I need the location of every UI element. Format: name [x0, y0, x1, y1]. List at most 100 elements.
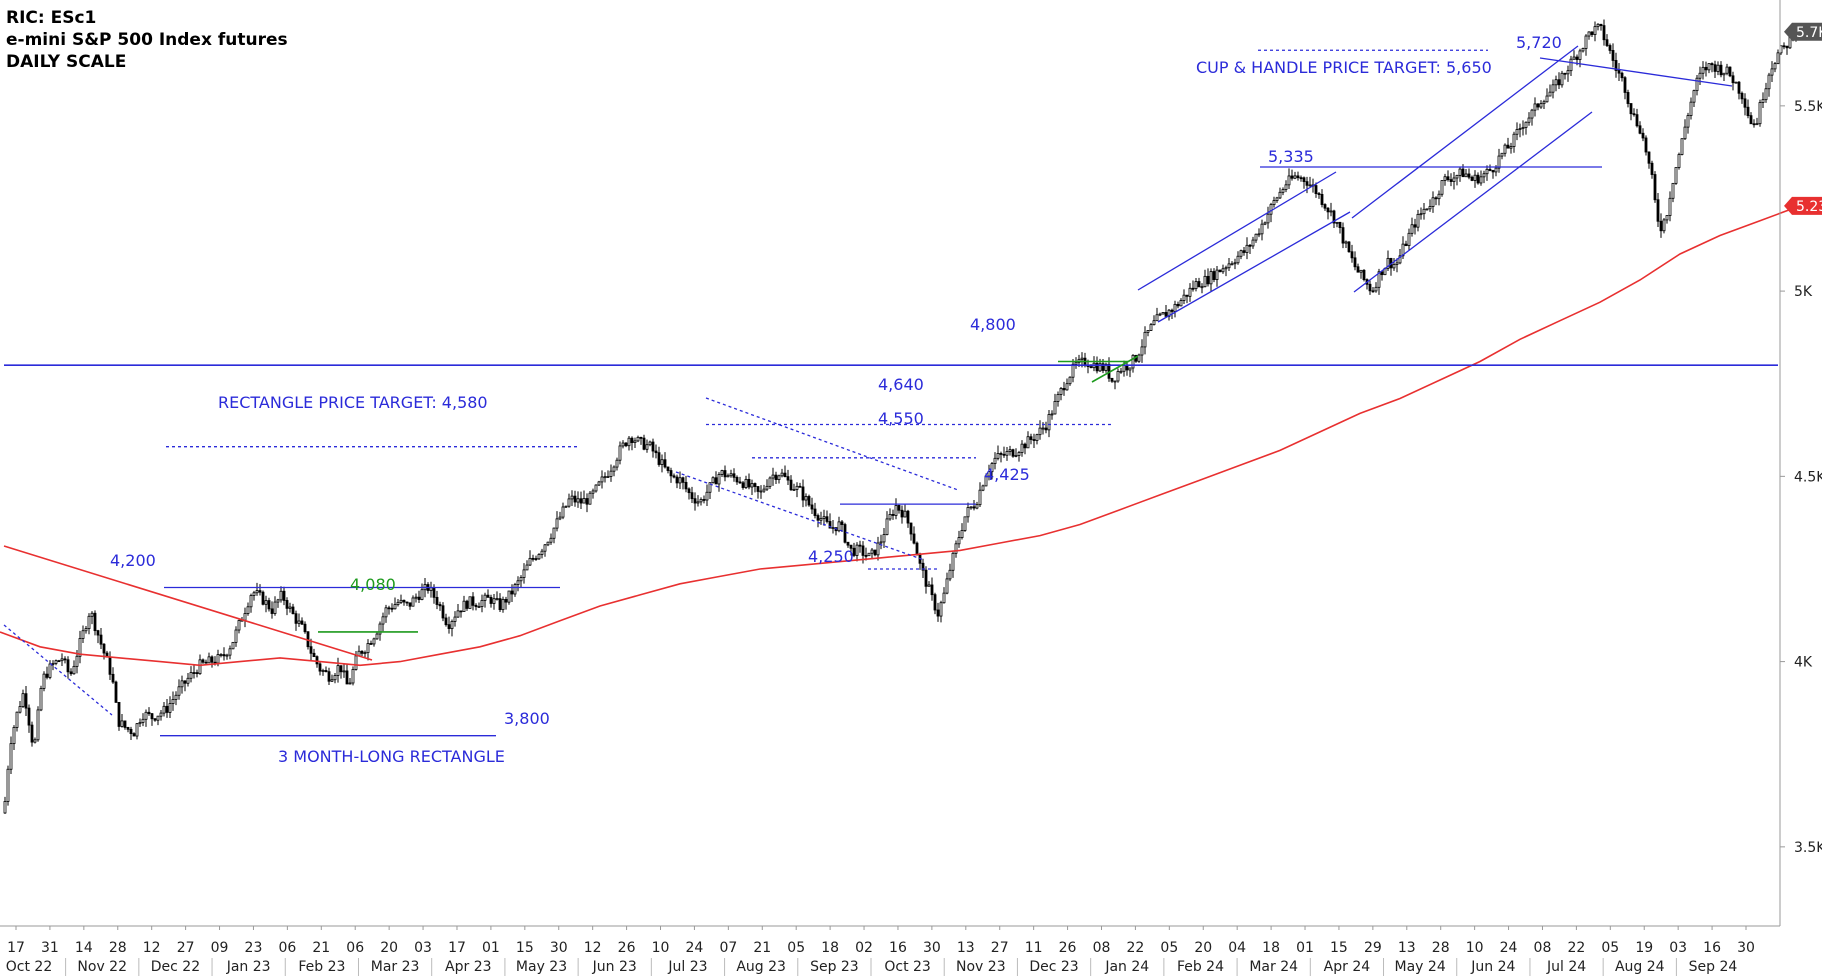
price-candle [1242, 246, 1246, 256]
candle-body [819, 518, 823, 521]
channel-2-bottom [1353, 111, 1593, 293]
candle-body [597, 481, 601, 486]
price-candle [537, 553, 541, 561]
price-candle [528, 550, 532, 566]
candle-body [1626, 92, 1630, 104]
price-candle [207, 652, 211, 664]
price-candle [1149, 323, 1153, 332]
candle-body [1098, 363, 1102, 372]
candle-body [1635, 114, 1639, 127]
price-candle [795, 482, 799, 498]
candle-body [546, 541, 550, 546]
candle-body [1137, 354, 1141, 362]
price-candle [843, 522, 847, 544]
candle-body [234, 629, 238, 643]
price-candle [1314, 182, 1318, 198]
candle-body [789, 479, 793, 491]
candle-body [732, 473, 736, 478]
candle-body [1260, 223, 1264, 235]
price-candle [882, 527, 886, 548]
price-candle [1131, 354, 1135, 373]
candle-body [1722, 72, 1726, 76]
price-candle [723, 465, 727, 482]
candle-body [1047, 414, 1051, 431]
price-candle [588, 491, 592, 505]
candle-body [102, 643, 106, 654]
channel-1-bottom [1157, 211, 1351, 323]
price-candle [903, 504, 907, 518]
candle-body [609, 470, 613, 477]
price-candle [399, 594, 403, 605]
candle-body [12, 727, 16, 745]
price-candle [1251, 236, 1255, 249]
candle-body [729, 473, 733, 477]
price-candle [648, 440, 652, 447]
candle-body [1485, 168, 1489, 175]
candle-body [1554, 79, 1558, 86]
price-candle [1485, 165, 1489, 181]
price-candle [933, 592, 937, 615]
candle-body [759, 490, 763, 493]
x-day-label: 21 [753, 940, 771, 956]
price-candle [78, 630, 82, 664]
candle-body [879, 541, 883, 544]
candle-body [63, 658, 67, 661]
candle-body [1761, 99, 1765, 103]
candle-body [1002, 453, 1006, 456]
candle-body [1665, 215, 1669, 221]
candle-body [90, 612, 94, 617]
x-month-label: Nov 23 [956, 959, 1006, 975]
price-candle [1422, 203, 1426, 220]
price-candle [1416, 209, 1420, 232]
candle-body [480, 599, 484, 607]
price-candle [1434, 196, 1438, 206]
candle-body [432, 587, 436, 598]
x-day-label: 05 [1601, 940, 1619, 956]
candle-body [1293, 175, 1297, 179]
candle-body [1647, 151, 1651, 164]
price-candle [1044, 421, 1048, 434]
price-candle [1227, 257, 1231, 272]
candle-body [1029, 436, 1033, 440]
price-candle [540, 548, 544, 559]
candle-body [99, 634, 103, 645]
candle-body [807, 496, 811, 506]
price-candle [663, 452, 667, 469]
candle-body [51, 663, 55, 665]
price-candle [1161, 311, 1165, 315]
price-candle [1233, 258, 1237, 270]
plot-area [0, 19, 1801, 814]
price-candle [357, 645, 361, 657]
price-candle [1737, 80, 1741, 100]
price-candle [1617, 62, 1621, 81]
candle-body [186, 677, 190, 684]
candle-body [801, 486, 805, 501]
candle-body [627, 437, 631, 447]
candle-body [528, 557, 532, 566]
price-candle [1035, 433, 1039, 445]
price-candle [288, 602, 292, 613]
candle-body [1395, 262, 1399, 265]
candle-body [390, 607, 394, 610]
candle-body [1140, 346, 1144, 356]
candle-body [618, 445, 622, 461]
rectangle-name-label: 3 MONTH-LONG RECTANGLE [278, 747, 505, 766]
candle-body [630, 437, 634, 443]
candle-body [174, 694, 178, 700]
candle-body [291, 606, 295, 615]
price-candle [1638, 121, 1642, 135]
candle-body [495, 598, 499, 600]
price-candle [825, 510, 829, 524]
price-candle [267, 597, 271, 612]
price-candle [564, 505, 568, 509]
price-candle [1533, 97, 1537, 117]
price-candle [501, 596, 505, 613]
candle-body [543, 544, 547, 552]
candle-body [381, 616, 385, 625]
price-candle [471, 592, 475, 611]
price-candle [1590, 31, 1594, 37]
price-candle [1572, 50, 1576, 60]
label-4200: 4,200 [110, 551, 156, 570]
candle-body [882, 534, 886, 543]
candle-body [1065, 383, 1069, 391]
